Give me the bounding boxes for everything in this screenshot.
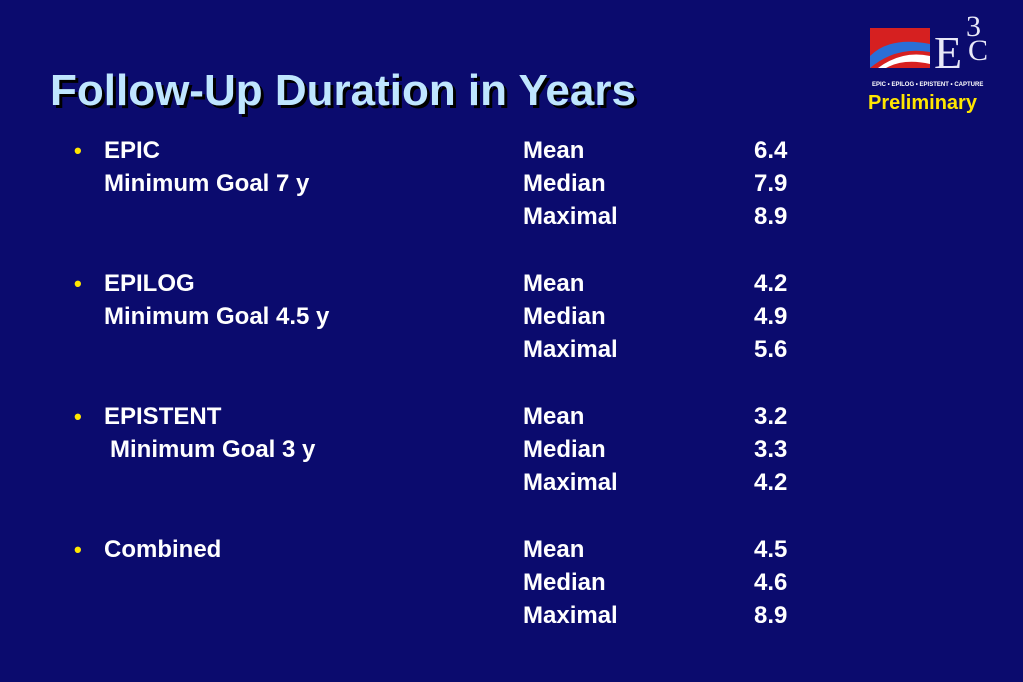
trial-row-epilog-1: • EPILOG Mean 4.2: [0, 267, 1023, 300]
trial-row-epistent-3: Maximal 4.2: [0, 466, 1023, 499]
stat-value: 6.4: [754, 137, 788, 164]
trial-row-combined-2: Median 4.6: [0, 566, 1023, 599]
trial-name: EPIC: [104, 137, 161, 164]
logo-subscript: C: [968, 34, 988, 67]
trial-row-combined-1: • Combined Mean 4.5: [0, 533, 1023, 566]
trial-goal: Minimum Goal 4.5 y: [104, 303, 330, 330]
trial-name: EPISTENT: [104, 403, 222, 430]
trial-name: EPILOG: [104, 270, 195, 297]
trial-row-epilog-3: Maximal 5.6: [0, 333, 1023, 366]
bullet-icon: •: [74, 138, 82, 163]
stat-value: 5.6: [754, 336, 788, 363]
stat-label: Maximal: [523, 469, 618, 496]
trial-row-epistent-2: Minimum Goal 3 y Median 3.3: [0, 433, 1023, 466]
logo-wave-highlight: [878, 54, 930, 68]
bullet-icon: •: [74, 537, 82, 562]
stat-label: Maximal: [523, 602, 618, 629]
stat-label: Median: [523, 170, 606, 197]
stat-value: 4.2: [754, 270, 788, 297]
slide-title: Follow-Up Duration in Years: [50, 66, 636, 115]
stat-value: 8.9: [754, 602, 788, 629]
stat-value: 7.9: [754, 170, 788, 197]
bullet-icon: •: [74, 271, 82, 296]
stat-label: Mean: [523, 403, 585, 430]
trial-goal: Minimum Goal 3 y: [110, 436, 316, 463]
trial-row-epistent-1: • EPISTENT Mean 3.2: [0, 400, 1023, 433]
trial-row-epic-1: • EPIC Mean 6.4: [0, 134, 1023, 167]
stat-label: Mean: [523, 137, 585, 164]
trial-row-epilog-2: Minimum Goal 4.5 y Median 4.9: [0, 300, 1023, 333]
stat-label: Maximal: [523, 203, 618, 230]
stat-value: 8.9: [754, 203, 788, 230]
trial-row-combined-3: Maximal 8.9: [0, 599, 1023, 632]
stat-label: Median: [523, 569, 606, 596]
trial-name: Combined: [104, 536, 222, 563]
logo-wave: [870, 41, 930, 68]
trial-row-epic-2: Minimum Goal 7 y Median 7.9: [0, 167, 1023, 200]
preliminary-badge: Preliminary: [868, 92, 977, 114]
stat-value: 3.2: [754, 403, 788, 430]
stat-label: Median: [523, 303, 606, 330]
stat-label: Mean: [523, 270, 585, 297]
e3c-logo: E 3 C EPIC • EPILOG • EPISTENT • CAPTURE: [870, 10, 988, 88]
stat-value: 4.5: [754, 536, 788, 563]
stat-label: Median: [523, 436, 606, 463]
stat-label: Mean: [523, 536, 585, 563]
stat-value: 4.6: [754, 569, 788, 596]
stat-value: 4.9: [754, 303, 788, 330]
logo-letter-e: E: [934, 27, 962, 78]
stat-label: Maximal: [523, 336, 618, 363]
trial-goal: Minimum Goal 7 y: [104, 170, 310, 197]
trial-row-epic-3: Maximal 8.9: [0, 200, 1023, 233]
logo-superscript: 3: [966, 10, 981, 43]
stat-value: 3.3: [754, 436, 788, 463]
bullet-icon: •: [74, 404, 82, 429]
stat-value: 4.2: [754, 469, 788, 496]
logo-tagline: EPIC • EPILOG • EPISTENT • CAPTURE: [872, 82, 983, 88]
